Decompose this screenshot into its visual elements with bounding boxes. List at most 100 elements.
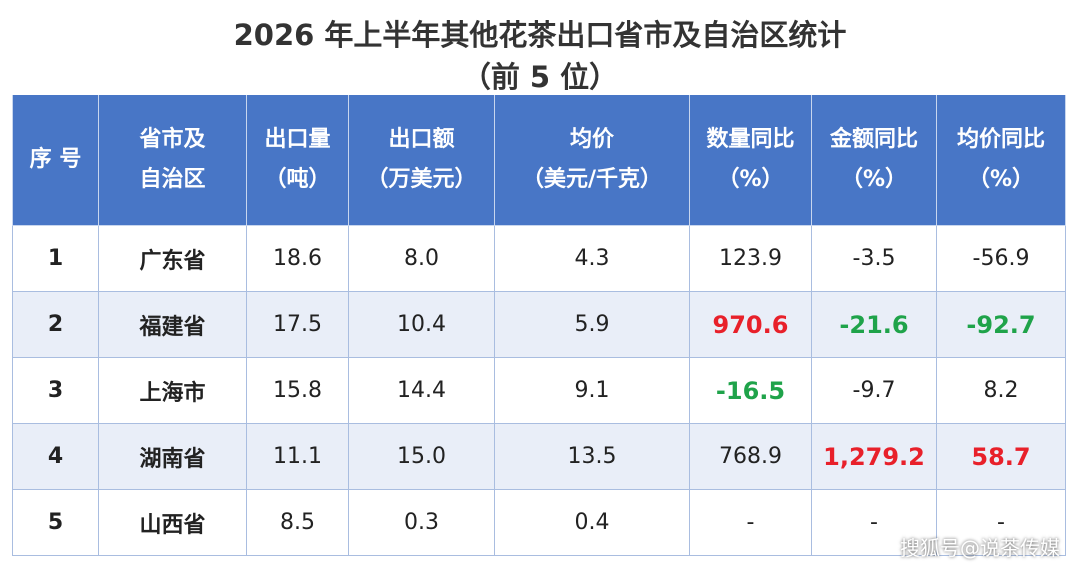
header-text: （%） [717, 167, 784, 192]
table-cell: 58.7 [937, 424, 1066, 490]
table-cell: 3 [12, 358, 99, 424]
header-text: （吨） [264, 167, 331, 192]
table-cell: 768.9 [690, 424, 812, 490]
cell-text: 0.4 [574, 510, 610, 535]
header-text: 均价同比 [956, 127, 1045, 152]
highlight-value: 1,279.2 [823, 442, 925, 471]
table-cell: 18.6 [247, 226, 349, 292]
header-cell: 出口额 （万美元） [349, 95, 495, 226]
header-text: 序 号 [29, 147, 82, 172]
table-cell: 1,279.2 [812, 424, 937, 490]
table-cell: 0.4 [495, 490, 690, 556]
cell-text: 13.5 [567, 444, 617, 469]
cell-text: 8.0 [404, 246, 439, 271]
table-cell: 5.9 [495, 292, 690, 358]
table-cell: 8.0 [349, 226, 495, 292]
table-cell: 13.5 [495, 424, 690, 490]
header-text: 自治区 [139, 167, 206, 192]
header-cell: 序 号 [12, 95, 99, 226]
highlight-value: -21.6 [839, 310, 909, 339]
cell-text: 5 [47, 510, 64, 535]
table-cell: 4.3 [495, 226, 690, 292]
highlight-value: 970.6 [712, 310, 789, 339]
table-cell: 10.4 [349, 292, 495, 358]
cell-text: 广东省 [139, 248, 206, 274]
cell-text: 8.2 [983, 378, 1019, 403]
table-cell: 山西省 [99, 490, 247, 556]
header-text: （万美元） [366, 167, 477, 192]
cell-text: 福建省 [139, 314, 206, 340]
header-text: （美元/千克） [521, 167, 663, 192]
highlight-value: -92.7 [966, 310, 1036, 339]
cell-text: 15.0 [397, 444, 446, 469]
cell-text: 上海市 [139, 380, 206, 406]
table-cell: -3.5 [812, 226, 937, 292]
cell-text: 123.9 [719, 246, 782, 271]
cell-text: 1 [47, 246, 64, 271]
cell-text: -56.9 [972, 246, 1030, 271]
header-text: （%） [840, 167, 908, 192]
table-cell: - [690, 490, 812, 556]
table-cell: -92.7 [937, 292, 1066, 358]
table-cell: -56.9 [937, 226, 1066, 292]
table-cell: 9.1 [495, 358, 690, 424]
title: 2026 年上半年其他花茶出口省市及自治区统计 [233, 18, 847, 52]
subtitle: （前 5 位） [461, 60, 619, 94]
table-cell: -16.5 [690, 358, 812, 424]
header-cell: 均价 （美元/千克） [495, 95, 690, 226]
watermark: 搜狐号@说茶传媒 [900, 536, 1060, 560]
cell-text: 18.6 [273, 246, 322, 271]
table-cell: 14.4 [349, 358, 495, 424]
cell-text: 4.3 [574, 246, 610, 271]
header-cell: 均价同比 （%） [937, 95, 1066, 226]
table-cell: - [937, 490, 1066, 556]
table-cell: 11.1 [247, 424, 349, 490]
table-cell: 15.0 [349, 424, 495, 490]
cell-text: 3 [47, 378, 64, 403]
header-text: 出口量 [264, 127, 331, 152]
cell-text: 11.1 [273, 444, 322, 469]
header-text: 数量同比 [706, 127, 795, 152]
table-cell: 15.8 [247, 358, 349, 424]
table-cell: - [812, 490, 937, 556]
table-cell: 1 [12, 226, 99, 292]
cell-text: 0.3 [404, 510, 439, 535]
cell-text: 15.8 [273, 378, 322, 403]
table-cell: 0.3 [349, 490, 495, 556]
table-cell: 2 [12, 292, 99, 358]
header-text: 均价 [569, 127, 614, 152]
cell-text: - [746, 510, 755, 535]
header-text: 省市及 [139, 127, 206, 152]
highlight-value: 58.7 [971, 442, 1031, 471]
table-cell: 123.9 [690, 226, 812, 292]
table-cell: 970.6 [690, 292, 812, 358]
cell-text: 17.5 [273, 312, 322, 337]
header-text: 金额同比 [829, 127, 918, 152]
table-cell: 福建省 [99, 292, 247, 358]
cell-text: 768.9 [719, 444, 782, 469]
cell-text: -9.7 [852, 378, 896, 403]
table-cell: 湖南省 [99, 424, 247, 490]
cell-text: 2 [47, 312, 64, 337]
cell-text: 14.4 [397, 378, 446, 403]
cell-text: 8.5 [280, 510, 315, 535]
cell-text: 湖南省 [139, 446, 206, 472]
table-cell: 广东省 [99, 226, 247, 292]
cell-text: 山西省 [139, 512, 206, 538]
table-cell: -9.7 [812, 358, 937, 424]
table-cell: -21.6 [812, 292, 937, 358]
table-cell: 5 [12, 490, 99, 556]
table-cell: 上海市 [99, 358, 247, 424]
cell-text: - [997, 510, 1005, 535]
cell-text: -3.5 [852, 246, 896, 271]
header-cell: 出口量 （吨） [247, 95, 349, 226]
cell-text: 5.9 [574, 312, 610, 337]
cell-text: 10.4 [397, 312, 446, 337]
table-cell: 4 [12, 424, 99, 490]
header-cell: 金额同比 （%） [812, 95, 937, 226]
table-cell: 8.5 [247, 490, 349, 556]
header-text: （%） [967, 167, 1035, 192]
header-cell: 数量同比 （%） [690, 95, 812, 226]
cell-text: 4 [47, 444, 64, 469]
